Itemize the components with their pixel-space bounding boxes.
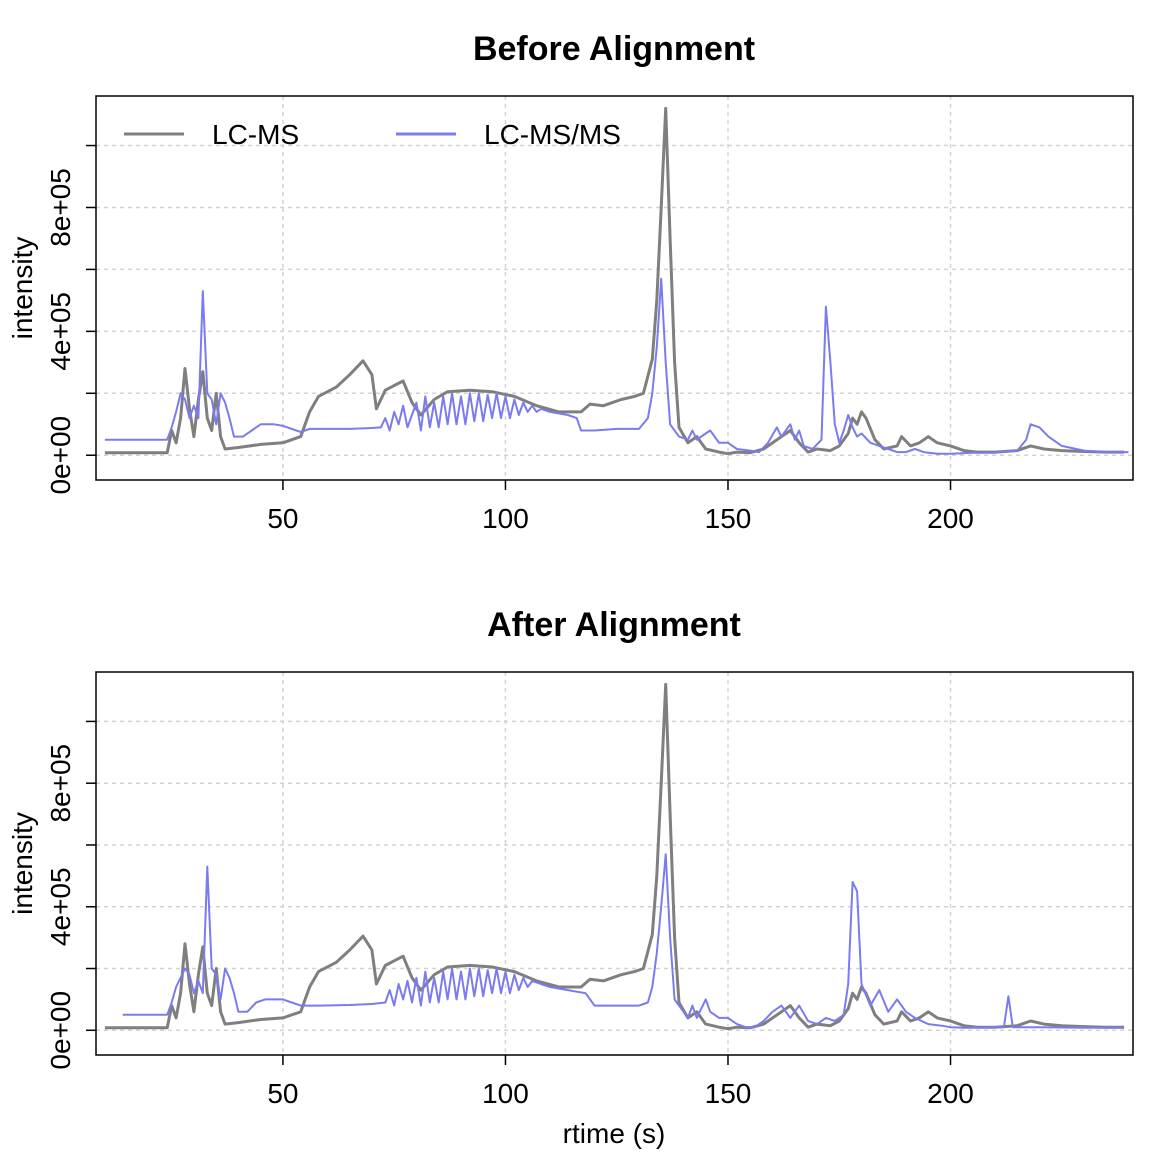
y-tick-label: 8e+05 [45,744,76,823]
legend-label: LC-MS/MS [484,119,621,150]
x-tick-label: 200 [927,503,974,534]
panel-title: After Alignment [487,606,741,644]
panel-title: Before Alignment [473,30,755,68]
plot-frame [95,95,1134,481]
y-axis-label: intensity [7,812,38,915]
x-tick-label: 50 [267,1078,298,1109]
x-tick-label: 150 [705,1078,752,1109]
legend: LC-MS LC-MS/MS [124,119,621,150]
series-line-lc-ms [104,106,1125,456]
panel-after-alignment: After Alignment rtime (s) 50 100 150 200 0e+… [7,606,1134,1149]
legend-label: LC-MS [212,119,299,150]
y-tick-label: 4e+05 [45,292,76,371]
x-axis-label: rtime (s) [563,1118,666,1149]
x-tick-label: 100 [482,503,529,534]
x-tick-label: 50 [267,503,298,534]
y-tick-label: 0e+00 [45,416,76,495]
plot-frame [95,671,1134,1056]
series-line-lc-ms-ms [122,853,1125,1029]
x-tick-label: 100 [482,1078,529,1109]
series-line-lc-ms-ms [104,277,1129,455]
series-line-lc-ms [104,682,1125,1031]
y-tick-label: 4e+05 [45,867,76,946]
panel-before-alignment: Before Alignment 50 100 150 200 0e+00 4e+05 8e… [7,30,1134,534]
y-tick-label: 8e+05 [45,168,76,247]
x-tick-label: 150 [705,503,752,534]
x-tick-label: 200 [927,1078,974,1109]
y-axis-label: intensity [7,237,38,340]
y-tick-label: 0e+00 [45,991,76,1070]
